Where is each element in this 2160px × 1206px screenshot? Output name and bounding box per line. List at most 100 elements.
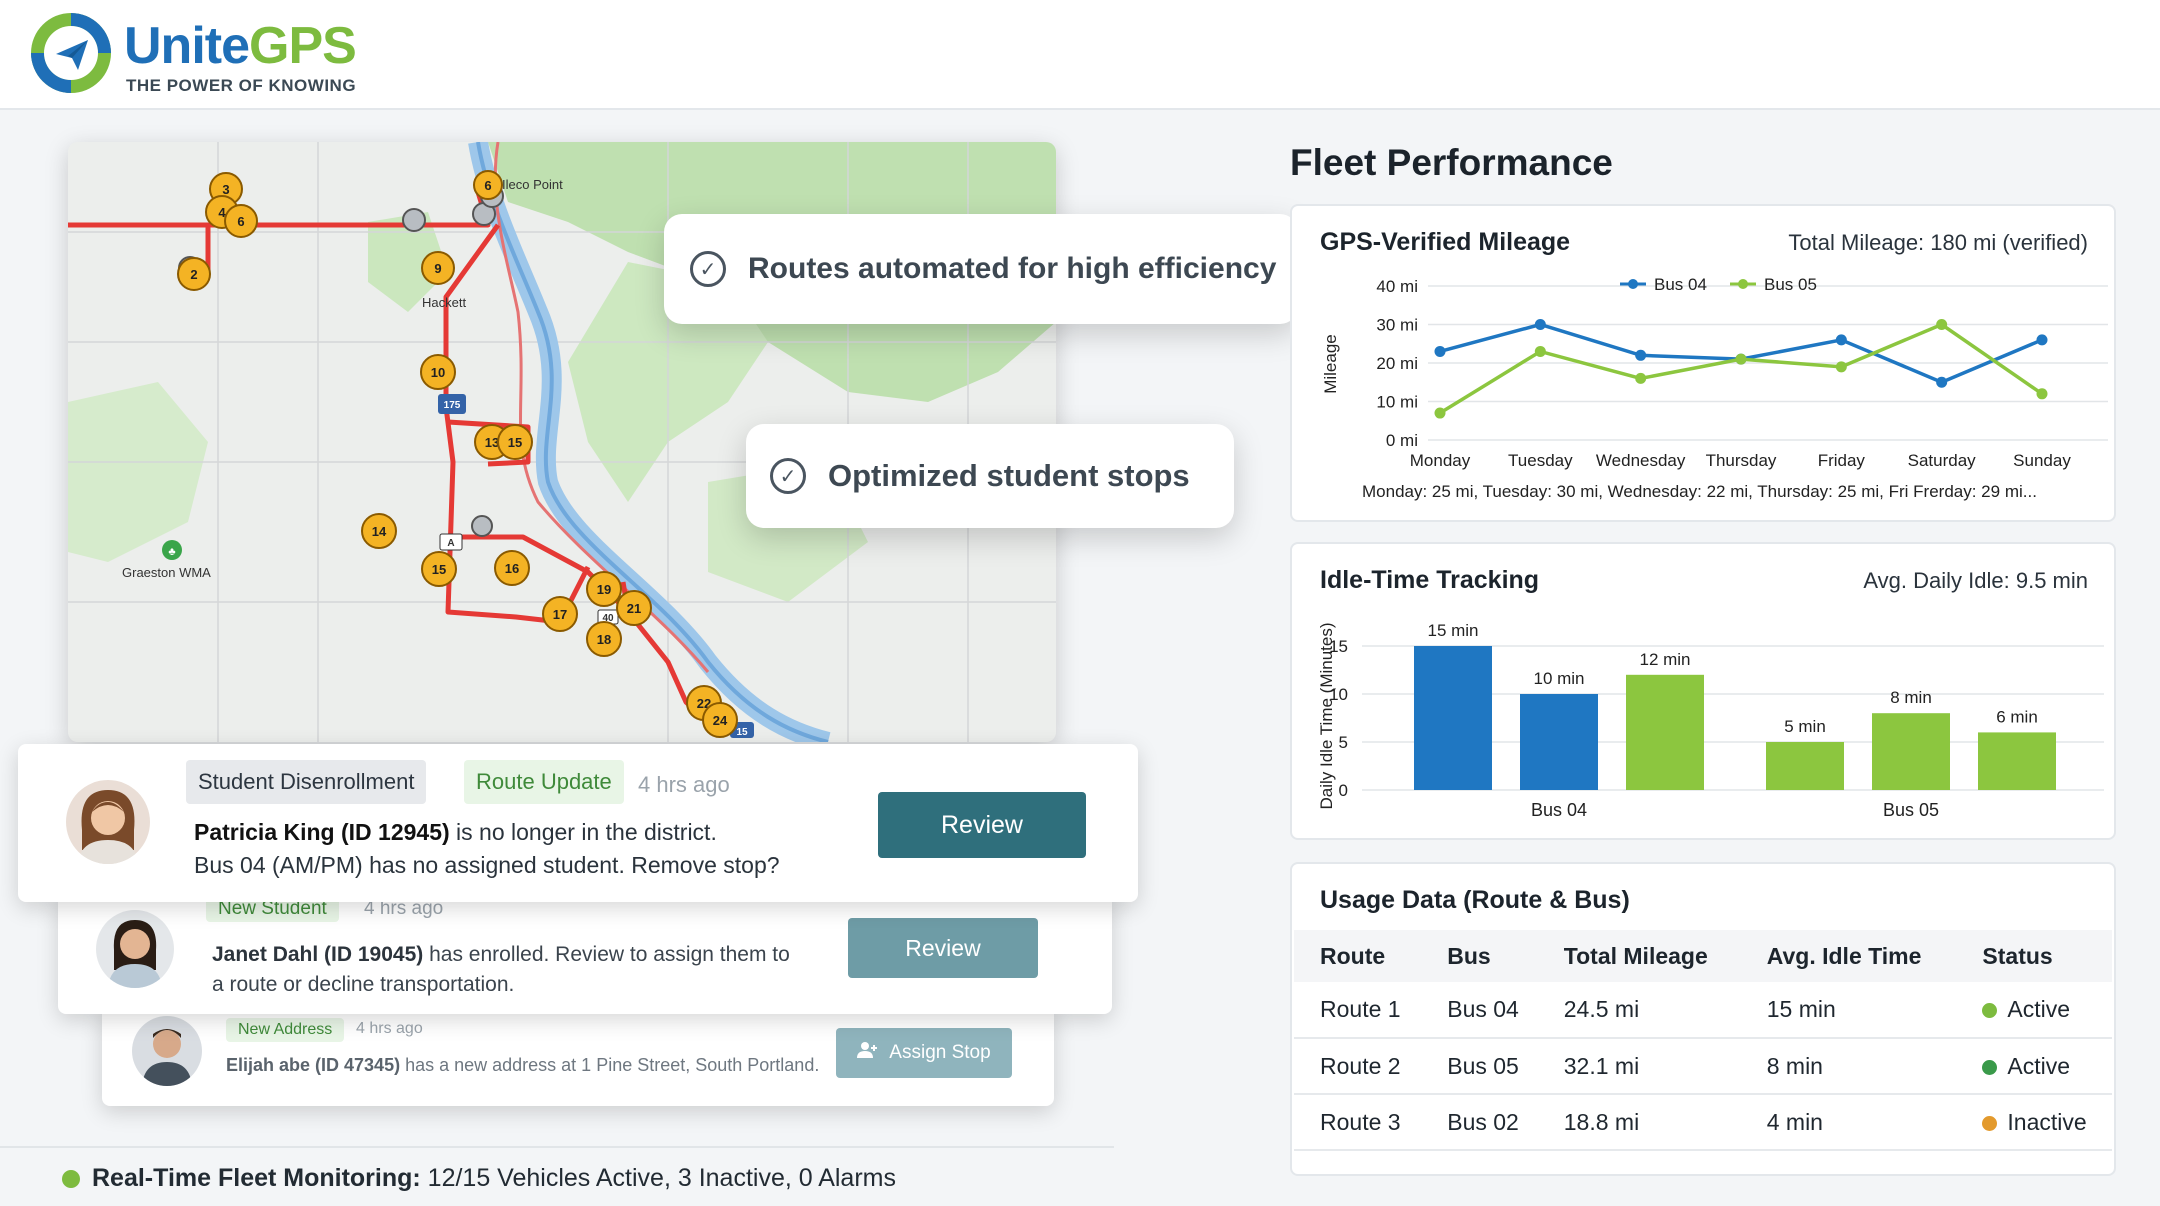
map-stop[interactable]: 19: [586, 571, 622, 607]
review-button[interactable]: Review: [878, 792, 1086, 858]
data-point: [1835, 334, 1847, 346]
idle-cell: 15 min: [1740, 982, 1957, 1039]
route-cell: Route 2: [1294, 1038, 1422, 1095]
svg-text:15: 15: [508, 435, 522, 450]
bar: [1520, 694, 1598, 790]
check-circle-icon: ✓: [770, 458, 806, 494]
table-row[interactable]: Route 2 Bus 05 32.1 mi 8 min Active: [1294, 1038, 2112, 1095]
mileage-summary: Monday: 25 mi, Tuesday: 30 mi, Wednesday…: [1362, 482, 2037, 501]
map-stop[interactable]: 6: [224, 204, 258, 238]
usage-panel: Usage Data (Route & Bus) Route Bus Total…: [1290, 862, 2116, 1176]
y-axis-label: Mileage: [1321, 334, 1340, 394]
x-tick-label: Thursday: [1706, 451, 1777, 470]
bus-cell: Bus 04: [1421, 982, 1538, 1039]
data-label: 12 min: [1639, 650, 1690, 669]
idle-cell: 8 min: [1740, 1038, 1957, 1095]
place-label: Graeston WMA: [122, 565, 211, 580]
svg-text:6: 6: [484, 178, 491, 193]
usage-title: Usage Data (Route & Bus): [1320, 886, 1630, 914]
mileage-title: GPS-Verified Mileage: [1320, 228, 1571, 256]
bus-cell: Bus 02: [1421, 1094, 1538, 1151]
status-dot-icon: [1982, 1115, 1998, 1131]
mileage-cell: 24.5 mi: [1537, 982, 1741, 1039]
bus-cell: Bus 05: [1421, 1038, 1538, 1095]
tag-new-address: New Address: [226, 1018, 345, 1042]
fleet-status-bar: Real-Time Fleet Monitoring: 12/15 Vehicl…: [62, 1164, 896, 1193]
svg-text:13: 13: [485, 435, 499, 450]
mileage-panel: GPS-Verified Mileage Total Mileage: 180 …: [1290, 204, 2116, 522]
bar: [1978, 732, 2056, 790]
data-point: [1534, 319, 1546, 330]
notification-card-disenrollment: Student Disenrollment Route Update 4 hrs…: [18, 744, 1138, 902]
table-row[interactable]: Route 1 Bus 04 24.5 mi 15 min Active: [1294, 982, 2112, 1039]
svg-text:15: 15: [432, 562, 446, 577]
mileage-cell: 18.8 mi: [1537, 1094, 1741, 1151]
road-shield: A: [447, 538, 454, 549]
data-point: [2036, 334, 2048, 346]
data-point: [1936, 319, 1948, 330]
avatar: [96, 910, 174, 988]
y-tick-label: 5: [1339, 733, 1348, 752]
map-stop[interactable]: 18: [586, 621, 622, 657]
svg-text:21: 21: [627, 601, 641, 616]
column-header[interactable]: Avg. Idle Time: [1740, 930, 1957, 982]
map-stop[interactable]: 14: [361, 513, 397, 549]
map-stop[interactable]: 10: [420, 354, 456, 390]
bar: [1766, 742, 1844, 790]
usage-table: Route Bus Total Mileage Avg. Idle Time S…: [1294, 930, 2112, 1151]
map-stop[interactable]: 9: [421, 251, 455, 285]
x-tick-label: Saturday: [1908, 451, 1977, 470]
review-button[interactable]: Review: [848, 918, 1038, 978]
data-label: 8 min: [1890, 688, 1932, 707]
y-axis-label: Daily Idle Time (Minutes): [1317, 622, 1336, 809]
svg-text:10: 10: [431, 365, 445, 380]
column-header[interactable]: Bus: [1421, 930, 1538, 982]
x-tick-label: Wednesday: [1596, 451, 1686, 470]
column-header[interactable]: Route: [1294, 930, 1422, 982]
brand-tagline: THE POWER OF KNOWING: [126, 76, 357, 95]
check-circle-icon: ✓: [690, 251, 726, 287]
data-label: 5 min: [1784, 717, 1826, 736]
map-stop[interactable]: 16: [494, 550, 530, 586]
legend-marker: [1628, 279, 1638, 289]
data-point: [2036, 388, 2048, 400]
avatar: [66, 780, 150, 864]
map-stop[interactable]: 24: [702, 702, 738, 738]
unitegps-logo[interactable]: UniteGPS THE POWER OF KNOWING: [28, 10, 368, 100]
y-tick-label: 0 mi: [1386, 431, 1418, 450]
map-stop[interactable]: 21: [616, 590, 652, 626]
column-header[interactable]: Status: [1956, 930, 2112, 982]
map-stop[interactable]: 6: [473, 170, 503, 200]
data-label: 10 min: [1533, 669, 1584, 688]
assign-stop-button[interactable]: Assign Stop: [836, 1028, 1012, 1078]
place-label: Ileco Point: [502, 177, 563, 192]
column-header[interactable]: Total Mileage: [1537, 930, 1741, 982]
callout-text: Routes automated for high efficiency: [748, 252, 1277, 285]
y-tick-label: 10 mi: [1376, 393, 1418, 412]
map-stop[interactable]: 15: [421, 551, 457, 587]
legend-label: Bus 05: [1764, 275, 1817, 294]
tag-route-update: Route Update: [464, 760, 624, 804]
status-cell: Active: [1956, 982, 2112, 1039]
x-tick-label: Bus 04: [1531, 800, 1587, 820]
svg-text:♣: ♣: [168, 546, 175, 558]
status-cell: Inactive: [1956, 1094, 2112, 1151]
map-stop[interactable]: 17: [542, 596, 578, 632]
svg-text:24: 24: [713, 713, 728, 728]
app-header: UniteGPS THE POWER OF KNOWING: [0, 0, 2160, 110]
avg-idle: Avg. Daily Idle: 9.5 min: [1863, 568, 2088, 593]
table-row[interactable]: Route 3 Bus 02 18.8 mi 4 min Inactive: [1294, 1094, 2112, 1151]
x-tick-label: Tuesday: [1508, 451, 1573, 470]
data-point: [1635, 349, 1647, 361]
map-stop[interactable]: 2: [177, 257, 211, 291]
y-tick-label: 15: [1329, 637, 1348, 656]
timestamp: 4 hrs ago: [356, 1020, 423, 1037]
notification-message: Janet Dahl (ID 19045) has enrolled. Revi…: [212, 943, 790, 997]
route-cell: Route 3: [1294, 1094, 1422, 1151]
svg-text:18: 18: [597, 632, 611, 647]
map-stop[interactable]: 15: [497, 424, 533, 460]
status-label: Real-Time Fleet Monitoring:: [92, 1164, 421, 1192]
paper-plane-icon: [31, 13, 111, 93]
add-user-icon: [857, 1041, 879, 1065]
